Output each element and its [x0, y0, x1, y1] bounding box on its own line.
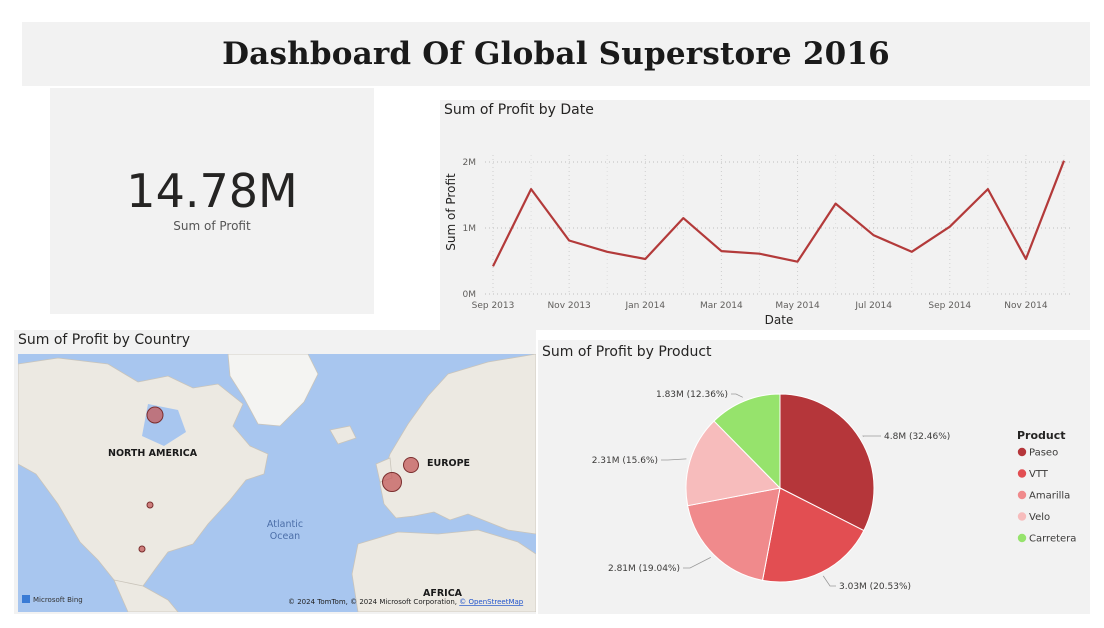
bing-logo-text: Microsoft Bing	[33, 596, 83, 604]
x-tick-label: Sep 2013	[472, 301, 515, 311]
pie-leader-line	[661, 458, 687, 461]
pie-legend: Paseo VTT Amarilla Velo Carretera	[1017, 447, 1076, 545]
kpi-value: 14.78M	[126, 164, 298, 218]
label-europe: EUROPE	[427, 458, 470, 469]
dashboard-title: Dashboard Of Global Superstore 2016	[222, 36, 890, 72]
x-tick-label: Jul 2014	[854, 301, 892, 311]
legend-label-vtt: VTT	[1029, 469, 1049, 480]
legend-label-velo: Velo	[1029, 512, 1050, 523]
y-tick-label: 1M	[463, 224, 477, 234]
pie-data-label-amarilla: 2.81M (19.04%)	[608, 564, 680, 574]
line-chart-x-label: Date	[765, 313, 794, 327]
europe-landmass	[379, 354, 536, 535]
iceland-landmass	[329, 425, 357, 445]
legend-label-carretera: Carretera	[1029, 534, 1076, 545]
label-north-america: NORTH AMERICA	[108, 448, 198, 459]
map-panel[interactable]: Sum of Profit by Country NORTH AMERICA E…	[14, 330, 536, 614]
bing-logo-icon	[22, 595, 30, 603]
greenland-landmass	[227, 354, 319, 427]
legend-marker-paseo	[1017, 447, 1027, 457]
pie-data-label-carretera: 1.83M (12.36%)	[656, 390, 728, 400]
x-tick-label: Mar 2014	[700, 301, 743, 311]
x-tick-label: Nov 2014	[1004, 301, 1048, 311]
pie-leader-line	[862, 435, 881, 437]
africa-landmass	[351, 529, 536, 612]
central-america-landmass	[113, 579, 179, 612]
pie-data-label-velo: 2.31M (15.6%)	[592, 456, 658, 466]
bubble-france[interactable]	[382, 472, 402, 492]
line-chart[interactable]: 0M 1M 2M Sep 2013 Nov 2013 Jan 2014 Mar 2014 M…	[440, 100, 1090, 330]
kpi-label: Sum of Profit	[173, 219, 251, 233]
x-tick-label: Nov 2013	[547, 301, 590, 311]
pie-leader-line	[822, 575, 836, 587]
x-tick-label: Jan 2014	[624, 301, 665, 311]
line-series-profit[interactable]	[492, 160, 1066, 267]
pie-chart[interactable]: 4.8M (32.46%) 3.03M (20.53%) 2.81M (19.04%…	[538, 340, 1090, 614]
map-title: Sum of Profit by Country	[18, 332, 190, 348]
line-chart-x-ticks: Sep 2013 Nov 2013 Jan 2014 Mar 2014 May 2014…	[472, 301, 1048, 311]
line-chart-title: Sum of Profit by Date	[444, 102, 594, 118]
line-chart-panel[interactable]: Sum of Profit by Date 0M 1M 2M Sep 2013 Nov…	[440, 100, 1090, 330]
pie-leader-line	[731, 393, 743, 398]
legend-marker-velo	[1017, 512, 1027, 521]
legend-title: Product	[1017, 429, 1066, 442]
map-attribution: © 2024 TomTom, © 2024 Microsoft Corporat…	[288, 598, 524, 606]
x-tick-label: Sep 2014	[928, 301, 971, 311]
pie-leader-line	[683, 557, 711, 569]
legend-label-amarilla: Amarilla	[1029, 491, 1070, 502]
x-tick-label: May 2014	[775, 301, 820, 311]
kpi-card[interactable]: 14.78M Sum of Profit	[50, 88, 374, 314]
pie-slice-velo[interactable]	[685, 420, 782, 507]
bubble-mexico[interactable]	[138, 545, 146, 553]
y-tick-label: 0M	[463, 290, 477, 300]
pie-data-label-paseo: 4.8M (32.46%)	[884, 432, 950, 442]
pie-chart-panel[interactable]: Sum of Profit by Product 4.8M (32.46%) 3.…	[538, 340, 1090, 614]
dashboard-header: Dashboard Of Global Superstore 2016	[22, 22, 1090, 86]
legend-marker-amarilla	[1017, 490, 1027, 500]
pie-chart-title: Sum of Profit by Product	[542, 344, 712, 360]
y-tick-label: 2M	[463, 158, 477, 168]
bubble-germany[interactable]	[403, 457, 419, 473]
pie-data-label-vtt: 3.03M (20.53%)	[839, 582, 911, 592]
label-africa: AFRICA	[423, 588, 463, 599]
pie-slice-vtt[interactable]	[761, 487, 865, 583]
openstreetmap-link[interactable]: © OpenStreetMap	[459, 598, 524, 606]
legend-marker-vtt	[1017, 469, 1027, 478]
line-chart-grid	[485, 155, 1072, 295]
map-canvas[interactable]: NORTH AMERICA EUROPE AFRICA Atlantic Oce…	[18, 354, 536, 612]
pie-slice-amarilla[interactable]	[687, 487, 781, 581]
line-chart-y-ticks: 0M 1M 2M	[463, 158, 477, 300]
bubble-canada[interactable]	[146, 406, 164, 424]
bubble-united-states[interactable]	[146, 501, 154, 509]
north-america-landmass	[18, 357, 269, 603]
legend-marker-carretera	[1017, 533, 1027, 543]
pie-slice-carretera[interactable]	[713, 393, 781, 490]
legend-label-paseo: Paseo	[1029, 448, 1058, 459]
pie-slice-paseo[interactable]	[779, 393, 875, 532]
line-chart-y-label: Sum of Profit	[444, 173, 458, 251]
label-ocean: Ocean	[270, 531, 300, 542]
label-atlantic: Atlantic	[267, 519, 303, 530]
